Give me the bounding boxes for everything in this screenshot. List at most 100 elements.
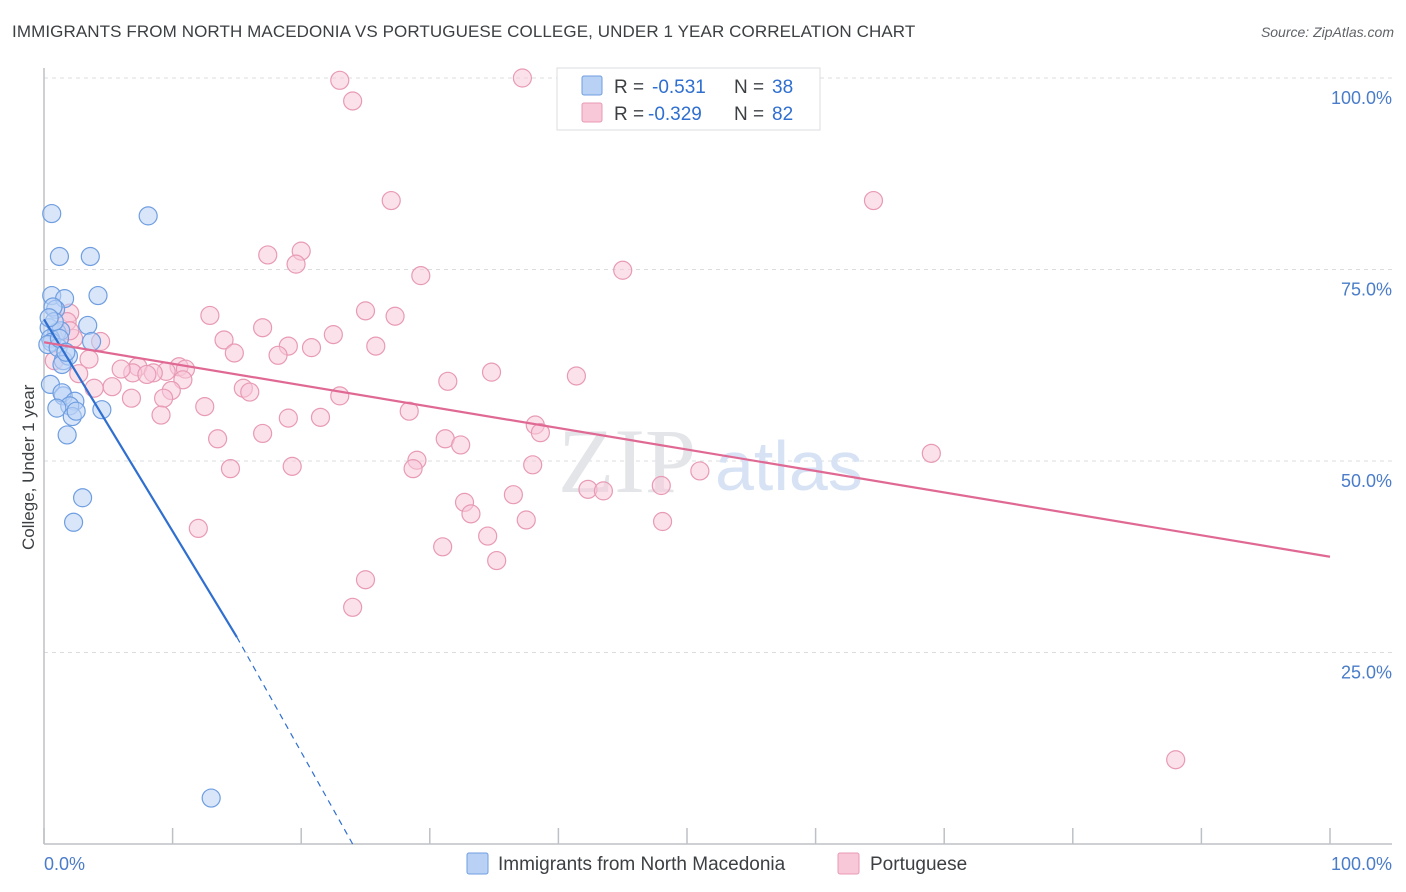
data-point-pink xyxy=(355,570,376,590)
data-point-blue xyxy=(72,488,93,508)
data-point-blue xyxy=(88,285,108,306)
data-point-pink xyxy=(214,330,234,350)
data-point-pink xyxy=(195,397,215,417)
y-tick-label: 50.0% xyxy=(1341,471,1392,491)
data-point-pink xyxy=(286,254,306,274)
data-point-pink xyxy=(253,423,273,444)
data-point-blue xyxy=(63,512,84,532)
legend-n-value: 82 xyxy=(772,104,793,125)
legend-n-value: 38 xyxy=(772,77,793,98)
data-point-pink xyxy=(268,345,288,365)
legend-n-label: N = xyxy=(734,77,764,98)
data-point-pink xyxy=(381,190,401,211)
data-point-pink xyxy=(566,366,587,386)
data-point-blue xyxy=(138,206,158,226)
legend-n-label: N = xyxy=(734,104,764,125)
data-point-pink xyxy=(84,378,104,398)
data-point-pink xyxy=(523,455,543,475)
axes xyxy=(43,68,1392,845)
data-point-pink xyxy=(366,336,386,356)
data-point-pink xyxy=(102,377,122,397)
data-point-pink xyxy=(188,518,208,539)
data-point-pink xyxy=(503,485,523,505)
data-point-pink xyxy=(613,260,633,280)
data-point-pink xyxy=(385,306,405,326)
grid xyxy=(44,77,1392,653)
data-point-pink xyxy=(121,388,142,408)
data-point-pink xyxy=(282,456,302,476)
legend-r-value: -0.329 xyxy=(648,104,702,125)
data-point-pink xyxy=(461,504,481,524)
data-point-pink xyxy=(921,443,941,463)
data-point-pink xyxy=(111,359,131,379)
stats-legend: R = -0.531 N = 38 R = -0.329 N = 82 xyxy=(556,67,821,131)
data-point-pink xyxy=(151,405,171,425)
trend-line-pink xyxy=(43,341,1331,558)
data-point-pink xyxy=(330,70,350,90)
source-label: Source: ZipAtlas.com xyxy=(1260,24,1394,40)
data-point-pink xyxy=(355,301,376,321)
x-tick-label: 0.0% xyxy=(44,854,85,874)
legend-swatch-blue xyxy=(581,75,603,96)
data-point-pink xyxy=(481,362,502,382)
data-point-pink xyxy=(516,510,536,530)
data-point-pink xyxy=(343,91,363,111)
data-point-blue xyxy=(80,246,100,267)
y-tick-label: 25.0% xyxy=(1341,663,1392,683)
data-point-pink xyxy=(253,318,273,338)
data-point-pink xyxy=(258,245,278,265)
watermark-zip: ZIP xyxy=(558,410,696,512)
y-tick-label: 75.0% xyxy=(1341,280,1392,300)
data-point-pink xyxy=(411,266,431,286)
data-point-pink xyxy=(433,537,453,557)
trend-line-extension-blue xyxy=(236,636,354,845)
data-point-pink xyxy=(278,408,298,428)
data-point-pink xyxy=(651,475,671,496)
data-point-pink xyxy=(863,190,884,211)
data-point-pink xyxy=(478,526,498,546)
x-tick-label: 100.0% xyxy=(1331,854,1392,874)
data-point-pink xyxy=(301,338,322,358)
data-point-pink xyxy=(403,459,423,479)
data-point-pink xyxy=(593,481,614,501)
data-point-blue xyxy=(42,203,62,224)
series-swatch-pink xyxy=(837,852,860,875)
data-point-blue xyxy=(39,308,59,328)
series-label-north-macedonia: Immigrants from North Macedonia xyxy=(498,854,786,875)
data-point-pink xyxy=(652,511,673,532)
chart-title: IMMIGRANTS FROM NORTH MACEDONIA VS PORTU… xyxy=(12,22,916,41)
data-point-pink xyxy=(220,459,241,479)
data-point-blue xyxy=(47,398,67,418)
legend-swatch-pink xyxy=(581,102,603,123)
data-point-pink xyxy=(438,371,458,391)
trend-line-blue xyxy=(43,318,238,638)
data-point-blue xyxy=(81,331,102,352)
data-point-pink xyxy=(451,435,471,455)
data-point-blue xyxy=(49,246,70,267)
data-point-pink xyxy=(512,68,532,88)
data-point-pink xyxy=(690,461,710,481)
data-point-blue xyxy=(201,788,221,808)
data-point-pink xyxy=(200,305,220,326)
series-swatch-blue xyxy=(466,852,489,875)
data-point-pink xyxy=(208,429,228,449)
data-point-blue xyxy=(78,315,98,336)
tick-labels: 100.0% 75.0% 50.0% 25.0% 0.0% 100.0% xyxy=(44,88,1392,874)
data-point-pink xyxy=(153,388,174,408)
data-point-pink xyxy=(487,550,507,571)
data-point-blue xyxy=(66,401,86,421)
data-point-pink xyxy=(240,382,260,402)
y-tick-label: 100.0% xyxy=(1331,88,1392,108)
data-point-pink xyxy=(224,343,244,363)
series-north-macedonia xyxy=(38,203,221,808)
series-portuguese xyxy=(44,68,1186,770)
data-point-pink xyxy=(310,407,331,427)
data-point-pink xyxy=(137,364,157,385)
trend-lines xyxy=(43,318,1331,845)
legend-r-label: R = xyxy=(614,104,644,125)
data-point-blue xyxy=(57,425,77,445)
legend-r-value: -0.531 xyxy=(652,77,706,98)
data-point-pink xyxy=(1166,750,1186,770)
data-point-pink xyxy=(343,597,363,617)
